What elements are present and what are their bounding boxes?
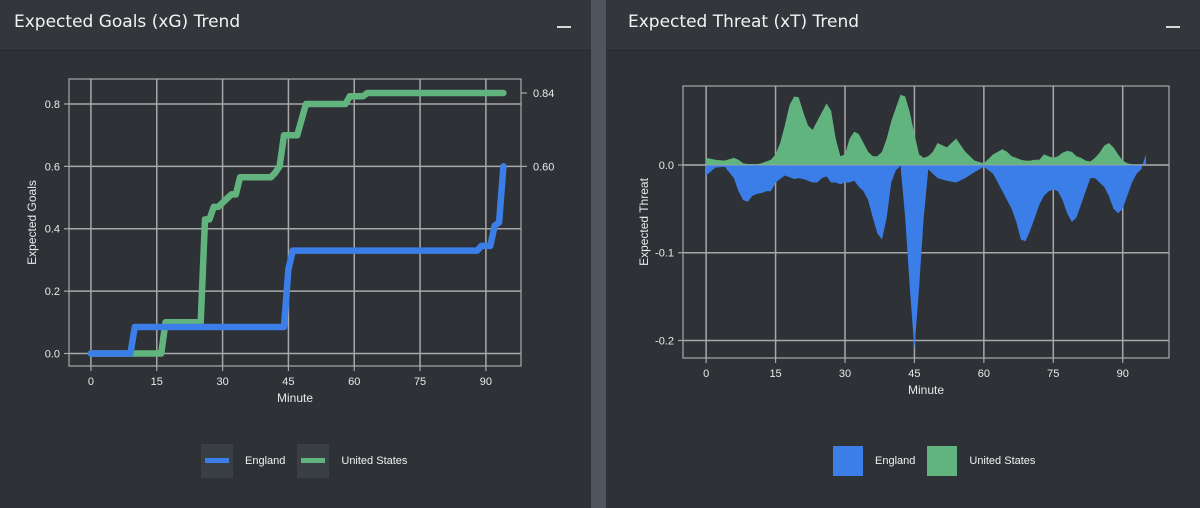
xt-legend-label-england: England — [875, 455, 916, 467]
xt-series-area-england — [706, 154, 1146, 350]
xg-panel-title: Expected Goals (xG) Trend — [14, 12, 241, 32]
xt-legend-label-usa: United States — [969, 455, 1036, 467]
xg-x-tick-label: 90 — [480, 376, 492, 388]
xt-legend-item-england: England — [833, 446, 915, 476]
xt-y-tick-label: -0.2 — [655, 335, 674, 347]
xg-legend: England United States — [201, 444, 419, 478]
xg-y-tick-label: 0.8 — [45, 99, 60, 111]
xt-panel: Expected Threat (xT) Trend 0 15 30 45 60 75 90… — [606, 0, 1200, 508]
xt-y-tick-label: -0.1 — [655, 248, 674, 260]
xg-series-line-england — [87, 163, 507, 357]
xt-chart: 0 15 30 45 60 75 90 0.0 -0.1 -0.2 Minute Expected T… — [637, 85, 1170, 397]
xt-y-axis-label: Expected Threat — [637, 177, 651, 265]
xt-legend-item-usa: United States — [927, 446, 1035, 476]
xg-legend-key-usa — [297, 444, 330, 478]
xg-legend-key-england — [201, 444, 233, 478]
xg-legend-item-england: England — [201, 444, 285, 478]
xt-x-tick-label: 60 — [978, 368, 990, 380]
xg-legend-item-usa: United States — [297, 444, 407, 478]
xg-x-axis-label: Minute — [277, 391, 313, 405]
xg-right-axis-label: 0.84 — [533, 88, 554, 100]
xt-legend-key-usa — [927, 446, 958, 476]
xg-y-axis-label: Expected Goals — [25, 180, 39, 265]
xg-plot-border — [68, 78, 522, 367]
xt-minimize-button[interactable] — [1166, 12, 1180, 32]
xg-x-tick-label: 30 — [216, 376, 228, 388]
xg-minimize-button[interactable] — [557, 12, 571, 32]
xg-chart: 0 15 30 45 60 75 90 0.0 0.2 0.4 0.6 0.8 Minute Expect… — [25, 78, 554, 405]
xg-x-tick-label: 60 — [348, 376, 360, 388]
xg-panel-header: Expected Goals (xG) Trend — [0, 0, 591, 51]
xg-x-tick-label: 0 — [88, 376, 94, 388]
xg-y-tick-label: 0.0 — [45, 349, 60, 361]
xg-legend-label-usa: United States — [341, 455, 408, 467]
xt-legend: England United States — [833, 444, 1047, 478]
xt-x-tick-label: 0 — [703, 368, 709, 380]
xt-plot-border — [682, 85, 1170, 359]
xg-legend-label-england: England — [245, 455, 286, 467]
xg-x-tick-label: 45 — [282, 376, 294, 388]
xt-x-axis-label: Minute — [908, 383, 944, 397]
xg-y-tick-label: 0.4 — [45, 224, 60, 236]
xg-x-tick-label: 15 — [151, 376, 163, 388]
xt-legend-key-england — [833, 446, 863, 476]
xt-x-tick-label: 45 — [908, 368, 920, 380]
xg-y-tick-label: 0.6 — [45, 161, 60, 173]
xt-panel-title: Expected Threat (xT) Trend — [628, 12, 860, 32]
minimize-icon — [1166, 26, 1180, 28]
xt-x-tick-label: 90 — [1117, 368, 1129, 380]
xg-y-tick-label: 0.2 — [45, 286, 60, 298]
minimize-icon — [557, 26, 571, 28]
xt-x-tick-label: 75 — [1047, 368, 1059, 380]
xt-series-area-united-states — [706, 94, 1146, 165]
xt-panel-header: Expected Threat (xT) Trend — [606, 0, 1200, 51]
xt-x-tick-label: 30 — [839, 368, 851, 380]
xg-right-axis-label: 0.60 — [533, 161, 554, 173]
xt-x-tick-label: 15 — [769, 368, 781, 380]
xg-panel: Expected Goals (xG) Trend 0 15 30 45 60 75 90 0… — [0, 0, 591, 508]
xg-x-tick-label: 75 — [414, 376, 426, 388]
xg-series-line-united-states — [87, 89, 507, 357]
xt-y-tick-label: 0.0 — [659, 160, 674, 172]
